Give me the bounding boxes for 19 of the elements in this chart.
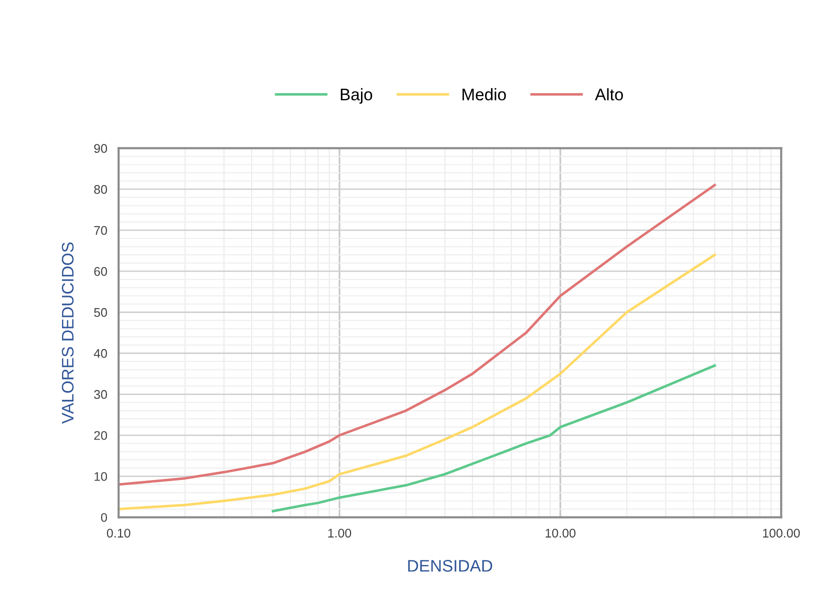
legend-label: Bajo	[340, 88, 372, 104]
x-axis-title: DENSIDAD	[408, 560, 492, 572]
y-tick-label: 60	[94, 267, 108, 276]
x-tick-label: 0.10	[106, 528, 130, 538]
x-tick-label: 100.00	[763, 528, 800, 538]
legend-label: Medio	[462, 88, 506, 100]
y-tick-label: 80	[94, 185, 108, 194]
y-tick-label: 20	[94, 431, 108, 440]
y-tick-label: 90	[94, 144, 108, 153]
legend-label: Alto	[594, 88, 623, 100]
x-tick-label: 1.00	[328, 528, 352, 538]
y-tick-label: 50	[94, 308, 108, 317]
y-tick-label: 70	[94, 226, 108, 235]
y-tick-label: 0	[101, 513, 108, 522]
x-tick-label: 10.00	[546, 528, 576, 538]
y-axis-title: VALORES DEDUCIDOS	[62, 242, 74, 424]
y-tick-label: 30	[94, 390, 108, 399]
y-tick-label: 10	[94, 472, 108, 481]
y-tick-label: 40	[94, 349, 108, 358]
